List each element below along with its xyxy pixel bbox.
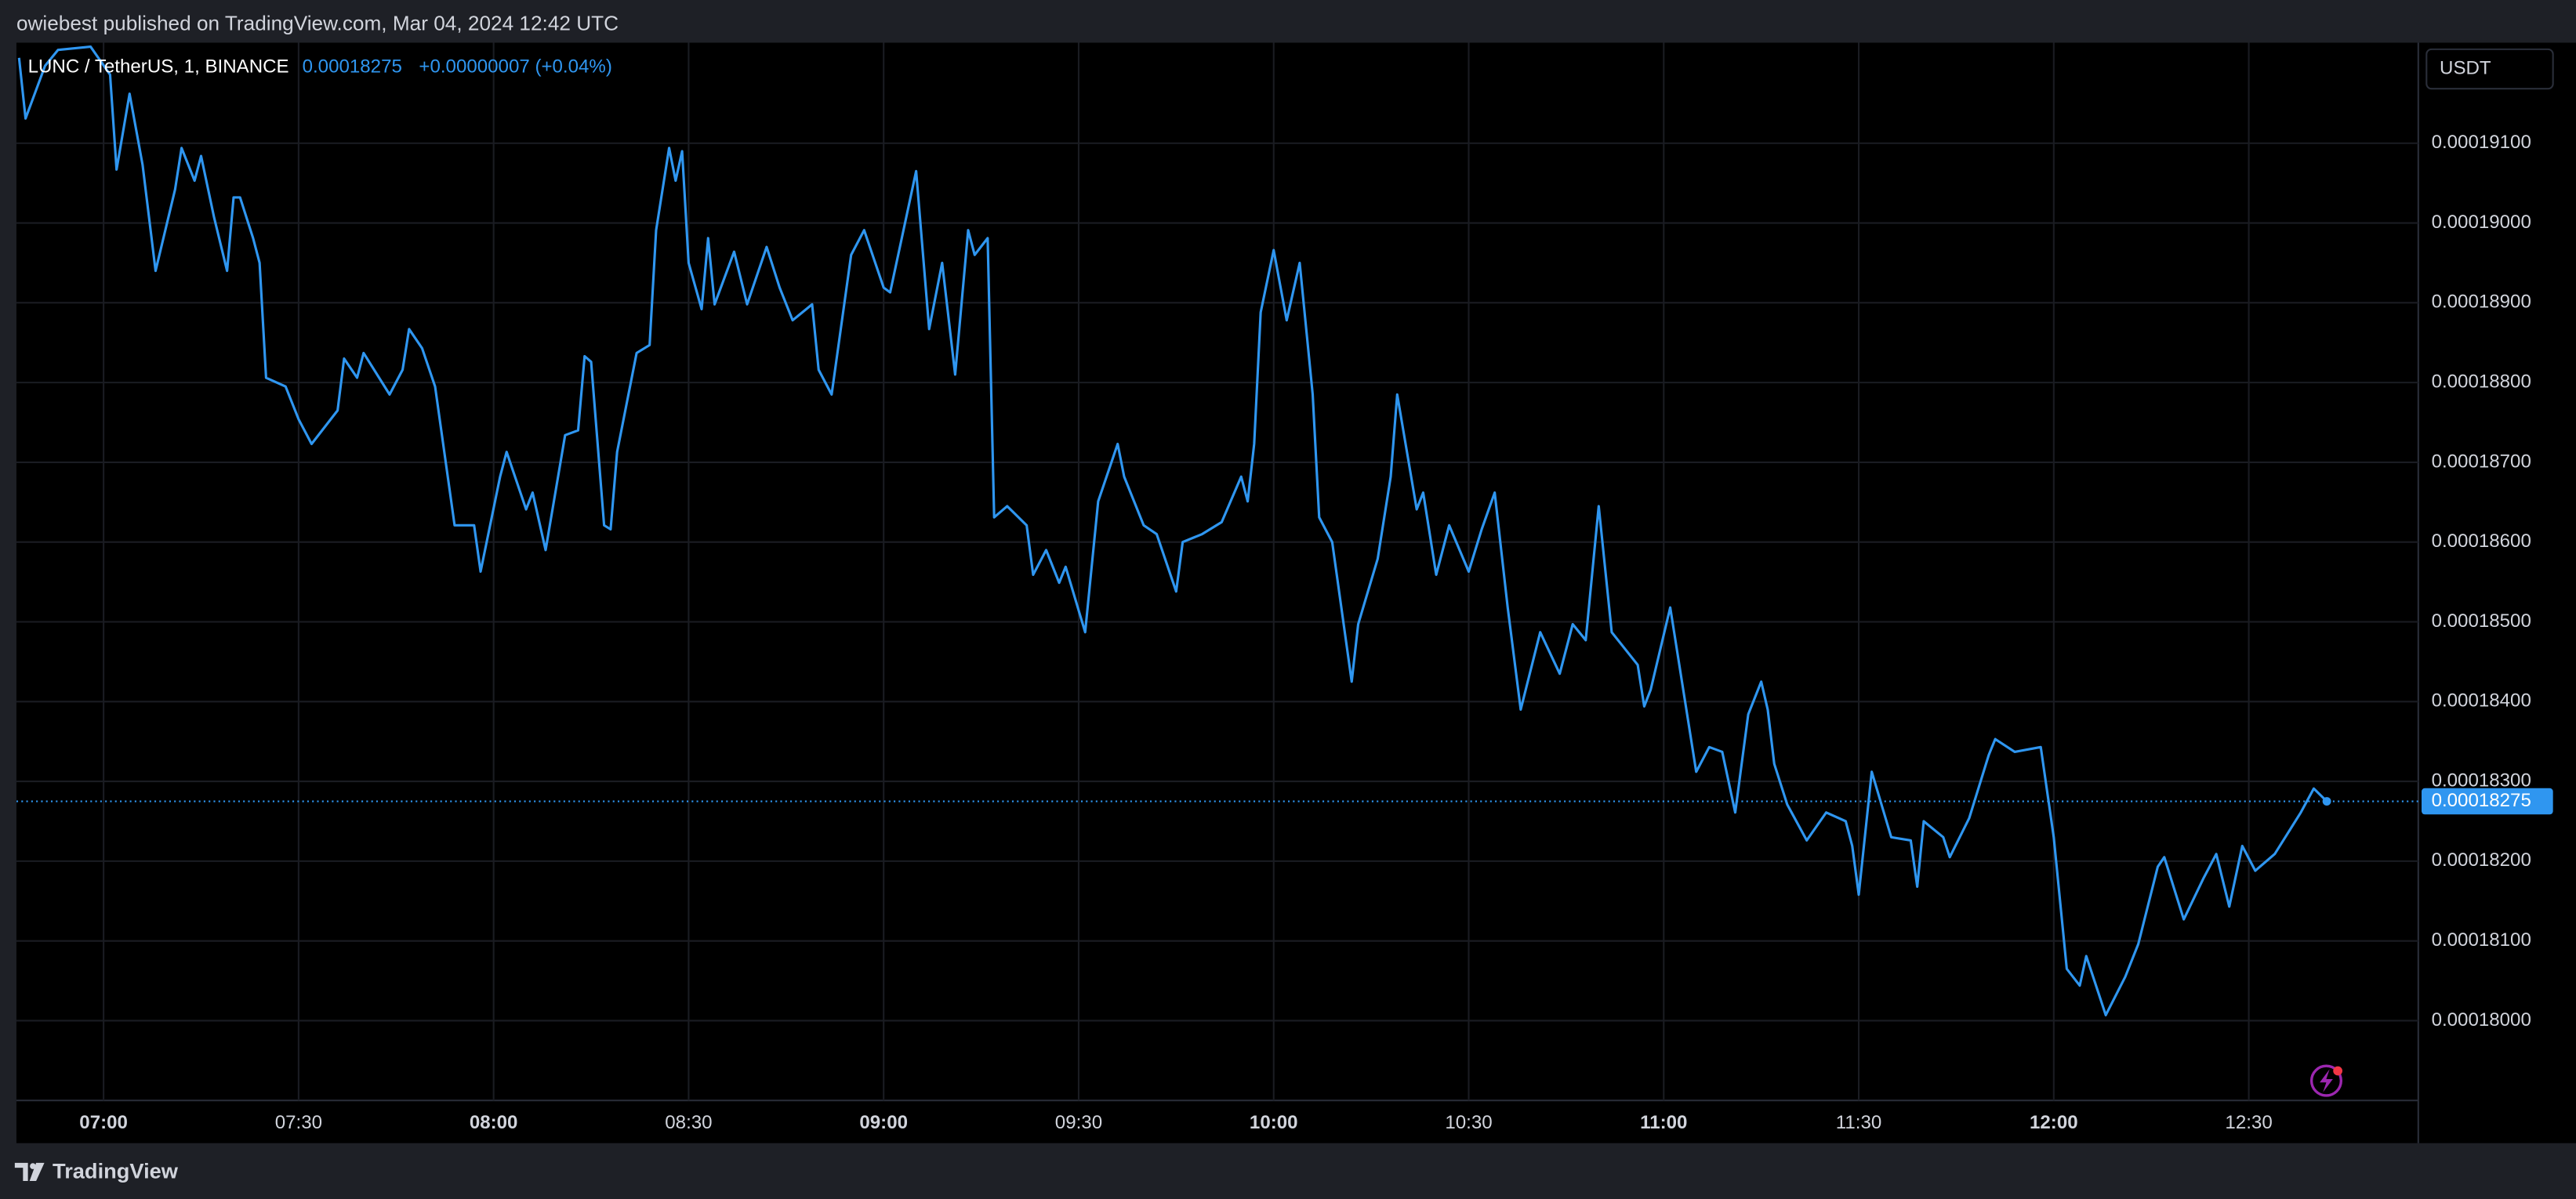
price-line	[17, 45, 2328, 1016]
currency-box[interactable]	[2425, 48, 2554, 90]
brand[interactable]: TradingView	[53, 1159, 179, 1183]
x-tick-label: 08:00	[470, 1112, 518, 1133]
y-tick-label: 0.00018200	[2432, 849, 2531, 871]
x-tick-label: 09:00	[859, 1112, 908, 1133]
chart-panel	[16, 42, 2576, 1143]
lightning-icon[interactable]	[2309, 1064, 2342, 1097]
last-price-label: 0.00018275	[2432, 790, 2531, 811]
y-tick-label: 0.00018100	[2432, 929, 2531, 951]
y-tick-label: 0.00018400	[2432, 690, 2531, 712]
x-tick-label: 12:00	[2030, 1112, 2078, 1133]
y-tick-label: 0.00018300	[2432, 770, 2531, 791]
plot	[16, 45, 2418, 1016]
y-tick-label: 0.00018000	[2432, 1009, 2531, 1031]
y-tick-label: 0.00018600	[2432, 531, 2531, 552]
y-tick-label: 0.00018900	[2432, 292, 2531, 313]
x-tick-label: 11:30	[1836, 1112, 1882, 1133]
legend-change: +0.00000007 (+0.04%)	[419, 56, 611, 77]
publish-info: owiebest published on TradingView.com, M…	[16, 11, 619, 34]
x-tick-label: 07:30	[275, 1112, 322, 1133]
y-tick-label: 0.00018700	[2432, 451, 2531, 472]
y-tick-label: 0.00018500	[2432, 610, 2531, 632]
x-tick-label: 10:30	[1445, 1112, 1492, 1133]
x-tick-label: 11:00	[1640, 1112, 1687, 1133]
x-tick-label: 12:30	[2225, 1112, 2272, 1133]
symbol: LUNC / TetherUS, 1, BINANCE	[28, 56, 289, 77]
logo[interactable]	[14, 1162, 45, 1181]
y-tick-label: 0.00018800	[2432, 371, 2531, 392]
x-tick-label: 07:00	[79, 1112, 128, 1133]
last-point	[2322, 797, 2331, 806]
x-tick-label: 10:00	[1250, 1112, 1298, 1133]
y-tick-label: 0.00019000	[2432, 212, 2531, 233]
y-tick-label: 0.00019100	[2432, 132, 2531, 153]
x-tick-label: 08:30	[665, 1112, 712, 1133]
last-price-tag	[2422, 788, 2553, 815]
currency[interactable]: USDT	[2440, 57, 2491, 78]
x-tick-label: 09:30	[1055, 1112, 1102, 1133]
legend-price: 0.00018275	[303, 56, 402, 77]
